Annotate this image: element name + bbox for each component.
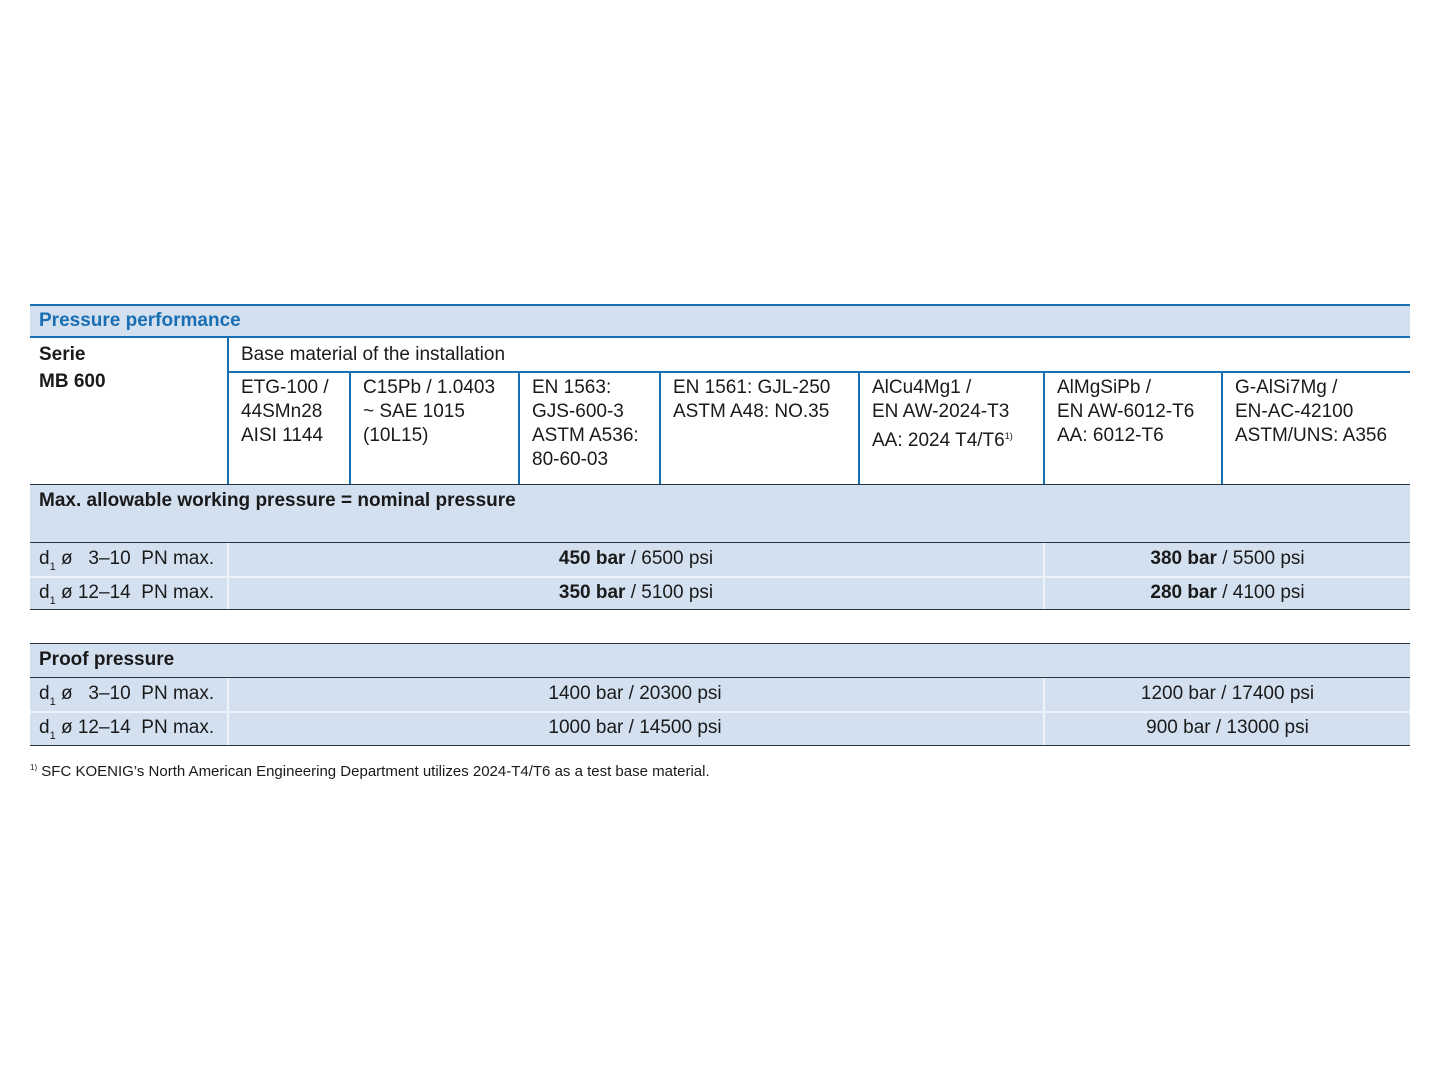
rest: / 4100 psi	[1216, 582, 1305, 603]
rest: / 6500 psi	[625, 548, 714, 569]
d: d	[39, 683, 50, 704]
divider	[858, 372, 860, 484]
footnote-mark: 1)	[1004, 431, 1013, 441]
sub: 1	[49, 696, 56, 708]
bold-value: 380 bar	[1150, 548, 1217, 569]
range: ø 12–14	[60, 717, 131, 738]
steel-value: 350 bar / 5100 psi	[229, 581, 1043, 605]
steel-value: 1400 bar / 20300 psi	[548, 683, 722, 704]
bold-value: 280 bar	[1150, 582, 1217, 603]
divider	[227, 678, 229, 745]
divider	[30, 677, 1410, 678]
serie-label: Serie	[39, 344, 86, 365]
divider	[1221, 372, 1223, 484]
footnote-text: SFC KOENIG’s North American Engineering …	[41, 763, 710, 780]
steel-value: 450 bar / 6500 psi	[229, 547, 1043, 571]
alu-value: 900 bar / 13000 psi	[1146, 717, 1309, 738]
base-material-header: Base material of the installation	[241, 344, 506, 365]
row-label: d1 ø 3–10 PN max.	[39, 682, 214, 714]
footnote: 1) SFC KOENIG’s North American Engineeri…	[30, 759, 710, 781]
working-pressure-band	[30, 484, 1410, 610]
divider	[1043, 543, 1045, 609]
divider	[227, 543, 229, 609]
footnote-mark: 1)	[30, 763, 38, 772]
divider	[30, 576, 1410, 578]
divider	[349, 372, 351, 484]
pn: PN max.	[141, 717, 215, 738]
proof-pressure-band	[30, 643, 1410, 746]
working-pressure-header: Max. allowable working pressure = nomina…	[39, 490, 516, 511]
alu-value: 280 bar / 4100 psi	[1045, 581, 1410, 605]
divider	[30, 711, 1410, 713]
bold-value: 350 bar	[558, 582, 626, 603]
range: ø 3–10	[60, 548, 131, 569]
sub: 1	[49, 595, 56, 607]
material-text: AlCu4Mg1 / EN AW-2024-T3 AA: 2024 T4/T6	[872, 377, 1010, 451]
rest: / 5100 psi	[625, 582, 714, 603]
divider	[1043, 678, 1045, 745]
bold-value: 450 bar	[558, 548, 626, 569]
rest: / 5500 psi	[1216, 548, 1305, 569]
material-g-alsi7mg: G-AlSi7Mg / EN-AC-42100 ASTM/UNS: A356	[1235, 377, 1388, 446]
material-en1563: EN 1563: GJS-600-3 ASTM A536: 80-60-03	[532, 377, 639, 470]
divider	[659, 372, 661, 484]
divider	[227, 371, 1410, 373]
steel-value: 1000 bar / 14500 psi	[548, 717, 722, 738]
row-label: d1 ø 12–14 PN max.	[39, 716, 214, 748]
serie-value: MB 600	[39, 371, 106, 392]
alu-value: 380 bar / 5500 psi	[1045, 547, 1410, 571]
divider	[30, 542, 1410, 543]
row-label: d1 ø 12–14 PN max.	[39, 581, 214, 613]
sub: 1	[49, 561, 56, 573]
divider	[227, 338, 229, 484]
pn: PN max.	[141, 582, 215, 603]
row-label: d1 ø 3–10 PN max.	[39, 547, 214, 579]
title-band	[30, 304, 1410, 338]
material-en1561: EN 1561: GJL-250 ASTM A48: NO.35	[673, 377, 831, 422]
pn: PN max.	[141, 683, 215, 704]
proof-pressure-header: Proof pressure	[39, 649, 175, 670]
material-almgsipb: AlMgSiPb / EN AW-6012-T6 AA: 6012-T6	[1057, 377, 1195, 446]
d: d	[39, 717, 50, 738]
divider	[1043, 372, 1045, 484]
material-etg100: ETG-100 / 44SMn28 AISI 1144	[241, 377, 329, 446]
material-c15pb: C15Pb / 1.0403 ~ SAE 1015 (10L15)	[363, 377, 496, 446]
range: ø 12–14	[60, 582, 131, 603]
sub: 1	[49, 730, 56, 742]
pn: PN max.	[141, 548, 215, 569]
d: d	[39, 582, 50, 603]
alu-value: 1200 bar / 17400 psi	[1140, 683, 1315, 704]
range: ø 3–10	[60, 683, 131, 704]
material-alcu4mg1: AlCu4Mg1 / EN AW-2024-T3 AA: 2024 T4/T61…	[872, 376, 1013, 453]
table-title: Pressure performance	[39, 310, 241, 331]
divider	[518, 372, 520, 484]
d: d	[39, 548, 50, 569]
